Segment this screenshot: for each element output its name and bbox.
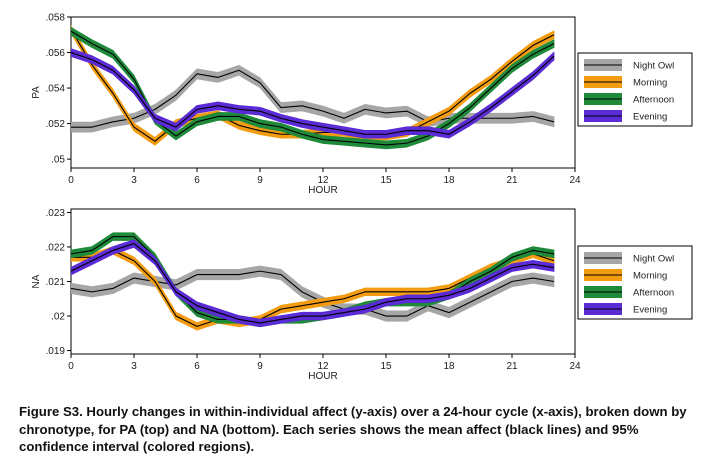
na-chart-panel: .019 .02 .021 .022 .023 0 3 6 9 12 15 18 21 24 HOUR NA N… [31, 208, 693, 382]
legend-label-night-owl: Night Owl [633, 61, 674, 72]
x-tick-label: 15 [380, 361, 392, 372]
night-owl-ci-band [71, 64, 555, 133]
x-tick-label: 0 [68, 361, 74, 372]
x-axis-title: HOUR [308, 371, 337, 382]
legend-label-morning: Morning [633, 271, 667, 282]
evening-mean-line [71, 242, 555, 324]
x-tick-label: 21 [506, 361, 518, 372]
legend-label-afternoon: Afternoon [633, 95, 674, 106]
y-tick-label: .022 [46, 242, 66, 253]
y-tick-label: .023 [46, 208, 66, 219]
x-tick-label: 3 [131, 361, 137, 372]
legend-label-evening: Evening [633, 305, 667, 316]
y-tick-label: .02 [51, 312, 65, 323]
series-layer [71, 25, 555, 150]
figure-caption: Figure S3. Hourly changes in within-indi… [19, 404, 687, 454]
y-tick-label: .058 [46, 13, 66, 24]
x-tick-label: 9 [257, 175, 263, 186]
legend-label-morning: Morning [633, 78, 667, 89]
x-tick-label: 15 [380, 175, 392, 186]
x-tick-label: 12 [317, 361, 329, 372]
evening-mean-line [71, 52, 555, 135]
legend: Night Owl Morning Afternoon Evening [577, 245, 693, 320]
evening-ci-band [71, 48, 555, 139]
pa-chart-panel: .05 .052 .054 .056 .058 0 3 6 9 12 15 18 21 24 HOUR PA N… [31, 13, 693, 196]
y-tick-label: .019 [46, 346, 66, 357]
plot-area-frame [70, 16, 576, 169]
legend: Night Owl Morning Afternoon Evening [577, 52, 693, 127]
legend-label-evening: Evening [633, 112, 667, 123]
x-tick-label: 3 [131, 175, 137, 186]
x-axis-title: HOUR [308, 185, 337, 196]
y-tick-label: .052 [46, 119, 66, 130]
x-tick-label: 24 [569, 361, 581, 372]
legend-label-afternoon: Afternoon [633, 288, 674, 299]
series-layer [71, 232, 555, 331]
x-tick-label: 24 [569, 175, 581, 186]
legend-label-night-owl: Night Owl [633, 254, 674, 265]
y-tick-label: .056 [46, 48, 66, 59]
y-tick-label: .05 [51, 155, 65, 166]
x-tick-label: 0 [68, 175, 74, 186]
x-tick-label: 12 [317, 175, 329, 186]
x-tick-label: 18 [443, 361, 455, 372]
x-tick-label: 18 [443, 175, 455, 186]
y-axis-title: NA [31, 274, 42, 288]
evening-ci-band [71, 239, 555, 328]
y-tick-label: .021 [46, 277, 66, 288]
x-tick-label: 21 [506, 175, 518, 186]
x-tick-label: 9 [257, 361, 263, 372]
x-tick-label: 6 [194, 175, 200, 186]
y-axis-title: PA [31, 86, 42, 99]
x-tick-label: 6 [194, 361, 200, 372]
y-tick-label: .054 [46, 84, 66, 95]
